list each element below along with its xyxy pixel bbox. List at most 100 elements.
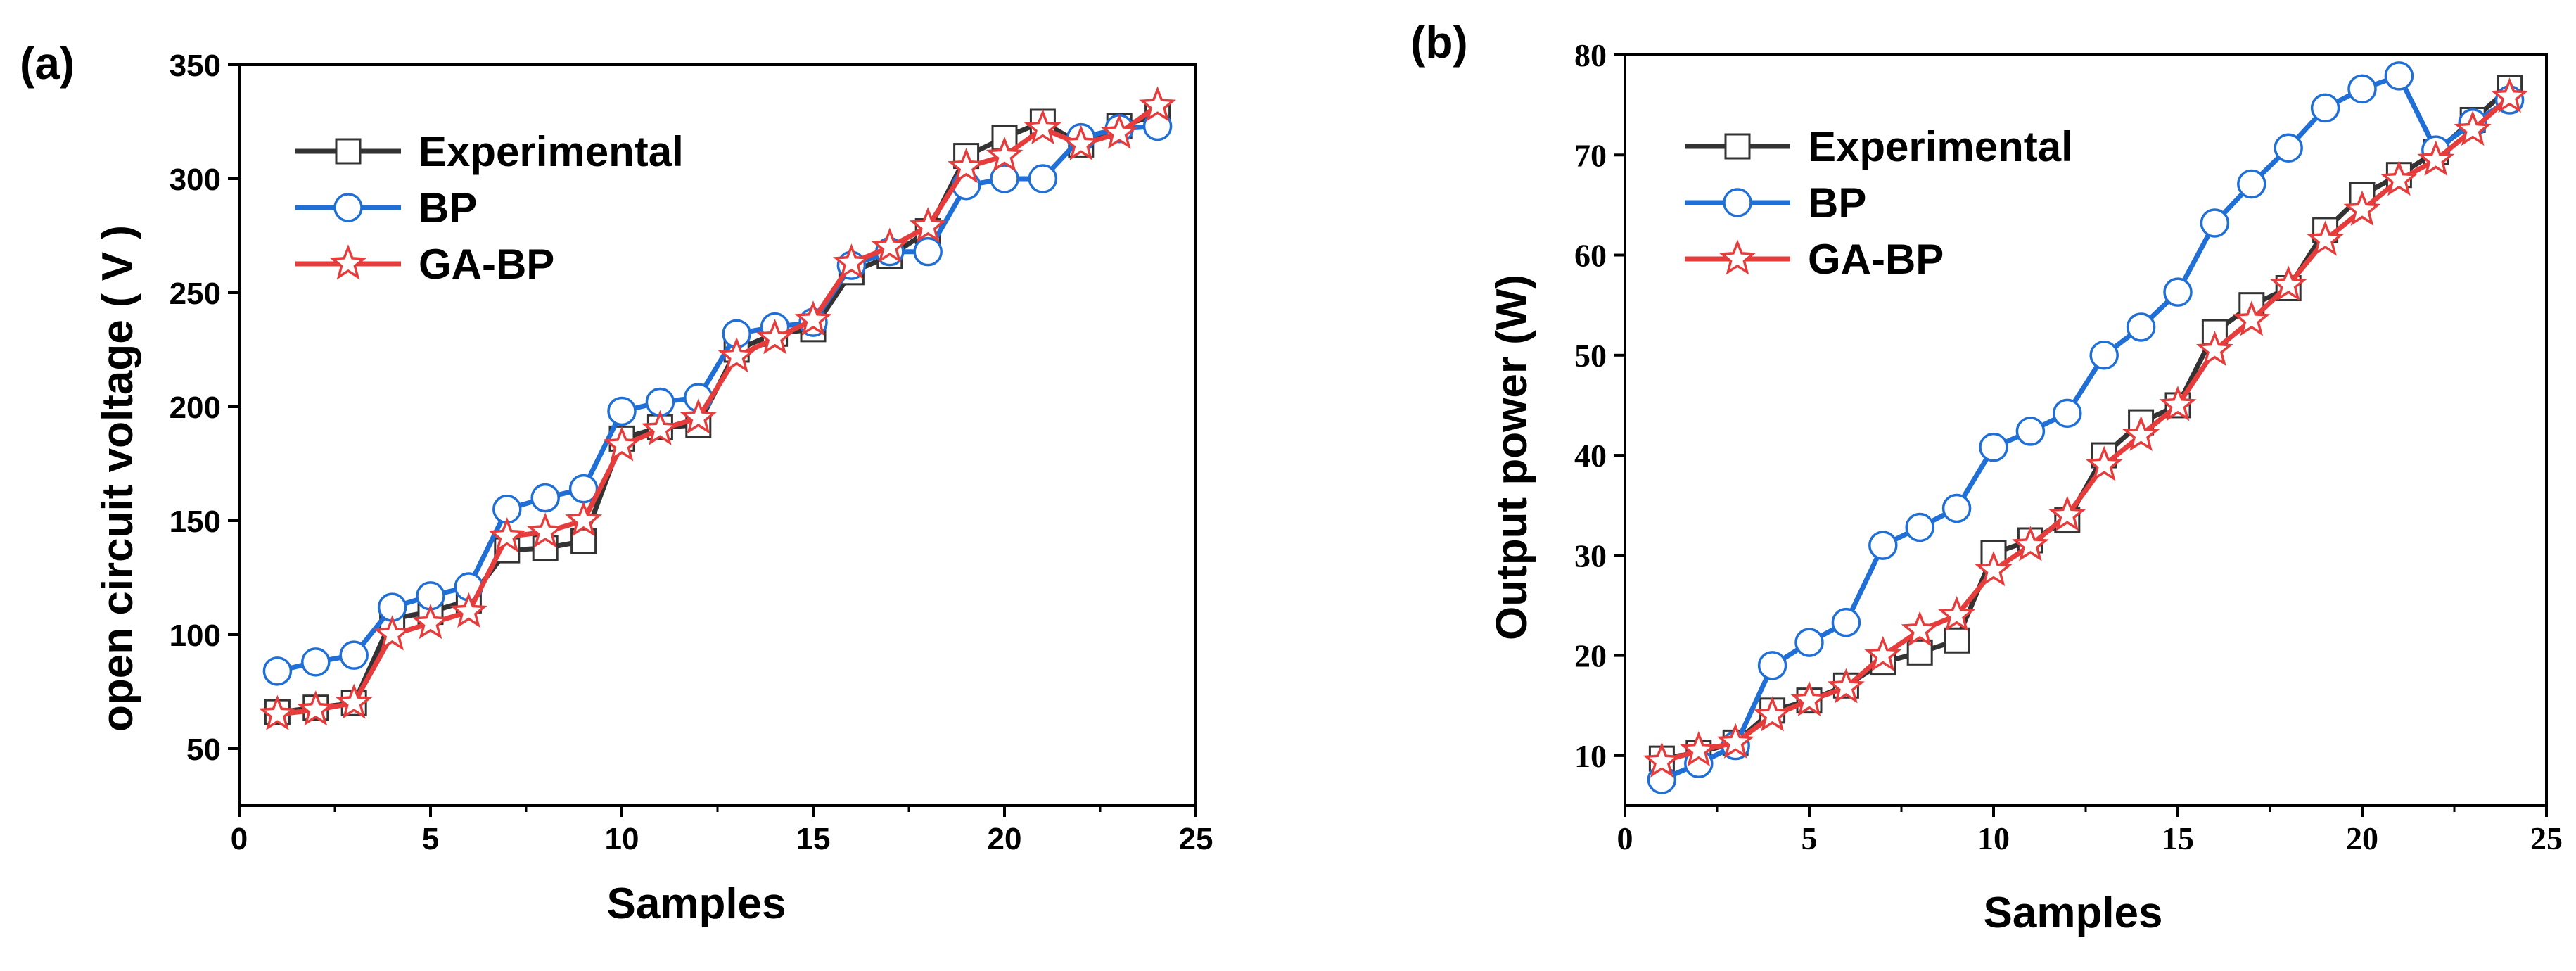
panel-b-ga-bp-marker-23	[2491, 77, 2529, 113]
panel-b-ytick-label-4: 50	[1574, 338, 1607, 374]
panel-a-ytick-label-5: 300	[170, 163, 221, 197]
panel-b-ga-bp-marker-18	[2307, 220, 2345, 256]
panel-b-bp-marker-7	[1905, 512, 1934, 542]
panel-b-ga-bp-legend-label: GA-BP	[1808, 236, 1944, 283]
panel-b-ga-bp-marker-10	[2011, 526, 2049, 561]
panel-a-ytick-label-6: 350	[170, 49, 221, 83]
panel-b-ga-bp-markers	[1643, 77, 2529, 778]
panel-b-bp-marker-6	[1868, 531, 1898, 560]
panel-b-xtick-label-2: 10	[1977, 820, 2010, 856]
panel-b-bp-marker-9	[1979, 432, 2008, 462]
panel-a-xtick-label-2: 10	[605, 822, 639, 856]
panel-b-experimental-legend-marker-0	[1724, 133, 1751, 160]
panel-b-experimental-marker-8	[1944, 627, 1970, 654]
panel-a-experimental-legend-marker-0	[335, 138, 362, 165]
panel-b-ga-bp-marker-17	[2269, 265, 2307, 301]
panel-a-xtick-label-3: 15	[796, 822, 831, 856]
panel-a-ga-bp-marker-11	[680, 398, 718, 434]
panel-b-ga-bp-marker-14	[2159, 386, 2197, 421]
panel-b-bp-marker-19	[2347, 74, 2377, 104]
panel-a-bp-marker-20	[1028, 164, 1058, 193]
panel-a-xtick-label-4: 20	[988, 822, 1022, 856]
panel-b-bp-marker-10	[2015, 417, 2046, 446]
panel-b-ga-bp-marker-15	[2195, 330, 2233, 367]
panel-b-bp-marker-11	[2053, 398, 2082, 429]
panel-b-ytick-label-0: 10	[1574, 738, 1607, 774]
panel-b-ga-bp-marker-3	[1754, 696, 1792, 732]
panel-b-ga-bp-marker-8	[1938, 595, 1976, 632]
panel-b-bp-marker-18	[2310, 93, 2340, 123]
panel-a-ga-bp-marker-17	[909, 207, 947, 243]
panel-a-xlabel: Samples	[606, 880, 786, 928]
panel-a-ga-bp-marker-1	[297, 690, 335, 726]
panel-a-ga-bp-marker-13	[756, 319, 794, 355]
panel-a-xtick-label-5: 25	[1179, 822, 1213, 856]
panel-b-ga-bp-marker-7	[1901, 611, 1939, 647]
panel-a-ga-bp-marker-15	[832, 243, 870, 279]
panel-b-xtick-label-1: 5	[1802, 820, 1818, 856]
panel-a-bp-marker-2	[339, 640, 369, 670]
panel-a-ga-bp-marker-18	[948, 148, 986, 184]
panel-a-ytick-label-2: 150	[170, 504, 221, 539]
panel-b-bp-marker-14	[2163, 277, 2193, 307]
panel-b-label: (b)	[1410, 17, 1468, 68]
panel-b-bp-legend-marker-0	[1723, 188, 1752, 217]
panel-a-ga-bp-marker-19	[986, 136, 1024, 172]
panel-a-ga-bp-marker-12	[718, 336, 755, 373]
panel-a-bp-marker-7	[530, 483, 560, 513]
panel-a-ga-bp-marker-5	[449, 592, 487, 628]
panel-b-bp-marker-3	[1757, 651, 1787, 680]
panel-a-ga-bp-marker-6	[488, 516, 526, 553]
panel-b-ytick-label-5: 60	[1574, 238, 1607, 274]
panel-a-ticks: 0 5 10 15 20 25 50 100 150 200 250 300 350	[170, 49, 1213, 856]
panel-a-ga-bp-marker-8	[565, 501, 603, 537]
panel-b-ga-bp-marker-2	[1716, 723, 1754, 759]
panel-b-experimental-legend-label: Experimental	[1808, 123, 2073, 170]
panel-a: (a) 0 5 10 15 20 25 50 100 150 200 250 300 350 Sampl…	[20, 38, 1213, 928]
panel-b-xtick-label-0: 0	[1617, 820, 1633, 856]
panel-b-bp-marker-5	[1831, 607, 1861, 637]
panel-a-series	[258, 86, 1177, 730]
panel-a-bp-marker-1	[301, 647, 331, 677]
panel-b-ga-bp-marker-20	[2380, 160, 2418, 196]
panel-b-ga-bp-marker-4	[1790, 680, 1828, 717]
panel-b-experimental-marker-7	[1906, 639, 1933, 666]
panel-b-ga-bp-marker-1	[1680, 731, 1718, 767]
panel-a-experimental-line	[276, 112, 1159, 715]
panel-b-bp-marker-16	[2237, 169, 2266, 199]
panel-a-bp-marker-19	[990, 164, 1019, 193]
panel-a-ga-bp-marker-3	[374, 615, 412, 651]
panel-a-ga-bp-marker-9	[603, 426, 641, 462]
panel-a-ga-bp-marker-2	[335, 683, 373, 719]
panel-a-bp-line	[276, 124, 1158, 674]
panel-b-bp-legend-label: BP	[1808, 179, 1866, 227]
panel-a-label: (a)	[20, 38, 75, 89]
panel-b-xtick-label-5: 25	[2530, 820, 2563, 856]
panel-a-bp-marker-9	[607, 396, 637, 426]
panel-b-bp-marker-17	[2274, 133, 2303, 163]
panel-b-ga-bp-marker-6	[1864, 635, 1902, 672]
panel-b-ytick-label-1: 20	[1574, 638, 1607, 674]
panel-b-ticks: 0 5 10 15 20 25 10 20 30 40 50 60 70 80	[1574, 37, 2563, 856]
panel-a-ga-bp-marker-4	[412, 604, 449, 640]
panel-b-ga-bp-marker-22	[2454, 110, 2492, 146]
panel-b-ytick-label-3: 40	[1574, 438, 1607, 474]
panel-a-ga-bp-marker-22	[1100, 113, 1138, 149]
panel-b-series	[1643, 61, 2529, 794]
panel-b-xtick-label-3: 15	[2162, 820, 2194, 856]
panel-a-xtick-label-1: 5	[422, 822, 439, 856]
panel-a-ga-bp-marker-23	[1139, 86, 1177, 122]
panel-a-legend: Experimental BP GA-BP	[295, 128, 684, 288]
panel-a-experimental-marker-19	[991, 125, 1018, 151]
panel-a-ytick-label-3: 200	[170, 391, 221, 425]
panel-a-ga-bp-marker-16	[871, 227, 909, 263]
panel-b-ga-bp-line	[1661, 95, 2511, 764]
panel-a-ga-bp-legend-marker-0	[329, 244, 367, 280]
panel-b-ga-bp-marker-0	[1643, 742, 1681, 778]
panel-b-xlabel: Samples	[1983, 889, 2162, 937]
panel-a-ytick-label-1: 100	[170, 618, 221, 653]
panel-a-ga-bp-marker-20	[1024, 108, 1061, 145]
panel-b-ga-bp-marker-16	[2233, 300, 2271, 336]
